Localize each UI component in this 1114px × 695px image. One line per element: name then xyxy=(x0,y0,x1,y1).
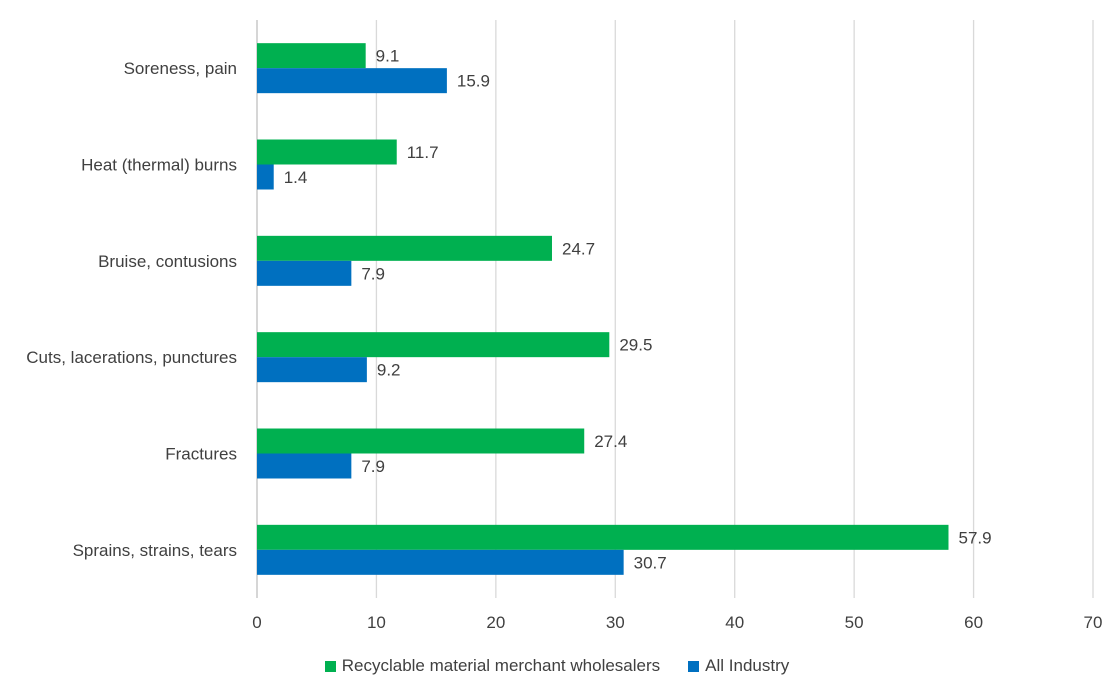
data-label: 11.7 xyxy=(407,143,439,162)
data-label: 24.7 xyxy=(562,239,595,258)
bar-all-industry xyxy=(257,453,352,479)
bar-all-industry xyxy=(257,260,352,286)
x-tick-label: 0 xyxy=(252,613,261,632)
category-labels: Soreness, pain Heat (thermal) burns Bruise… xyxy=(26,59,237,560)
bar-wholesalers xyxy=(257,235,552,261)
data-label: 7.9 xyxy=(361,264,385,283)
data-labels: 9.1 15.9 11.7 1.4 24.7 7.9 29.5 9.2 27.4 7.9 57.9 3… xyxy=(284,47,992,573)
x-tick-label: 20 xyxy=(486,613,505,632)
data-label: 9.2 xyxy=(377,361,401,380)
legend-swatch-all-industry xyxy=(688,660,700,672)
bar-chart: 9.1 15.9 11.7 1.4 24.7 7.9 29.5 9.2 27.4 7.9 57.9 3… xyxy=(26,20,1102,632)
bar-all-industry xyxy=(257,549,624,575)
bar-wholesalers xyxy=(257,332,610,358)
data-label: 1.4 xyxy=(284,168,308,187)
legend: Recyclable material merchant wholesalers… xyxy=(0,656,1114,676)
bar-all-industry xyxy=(257,164,274,190)
data-label: 29.5 xyxy=(619,336,652,355)
x-tick-label: 50 xyxy=(845,613,864,632)
bar-wholesalers xyxy=(257,139,397,165)
x-tick-labels: 0 10 20 30 40 50 60 70 xyxy=(252,613,1102,632)
bar-all-industry xyxy=(257,357,367,383)
bar-all-industry xyxy=(257,68,447,94)
category-label: Heat (thermal) burns xyxy=(81,156,237,175)
x-tick-label: 60 xyxy=(964,613,983,632)
x-tick-label: 40 xyxy=(725,613,744,632)
gridlines xyxy=(256,20,1094,598)
x-tick-label: 30 xyxy=(606,613,625,632)
legend-item-all-industry: All Industry xyxy=(688,656,789,676)
category-label: Bruise, contusions xyxy=(98,252,237,271)
legend-label-wholesalers: Recyclable material merchant wholesalers xyxy=(341,656,661,675)
category-label: Cuts, lacerations, punctures xyxy=(26,348,237,367)
legend-label-all-industry: All Industry xyxy=(705,656,790,675)
category-label: Fractures xyxy=(165,445,237,464)
data-label: 15.9 xyxy=(457,72,490,91)
legend-swatch-wholesalers xyxy=(324,660,336,672)
data-label: 9.1 xyxy=(376,47,400,66)
legend-item-wholesalers: Recyclable material merchant wholesalers xyxy=(324,656,661,676)
x-tick-label: 70 xyxy=(1084,613,1103,632)
data-label: 7.9 xyxy=(361,457,385,476)
data-label: 57.9 xyxy=(958,528,991,547)
bar-wholesalers xyxy=(257,43,366,69)
bar-wholesalers xyxy=(257,524,949,550)
bars xyxy=(257,43,949,575)
category-label: Sprains, strains, tears xyxy=(73,541,237,560)
data-label: 30.7 xyxy=(634,553,667,572)
x-tick-label: 10 xyxy=(367,613,386,632)
category-label: Soreness, pain xyxy=(124,59,237,78)
data-label: 27.4 xyxy=(594,432,627,451)
bar-wholesalers xyxy=(257,428,585,454)
